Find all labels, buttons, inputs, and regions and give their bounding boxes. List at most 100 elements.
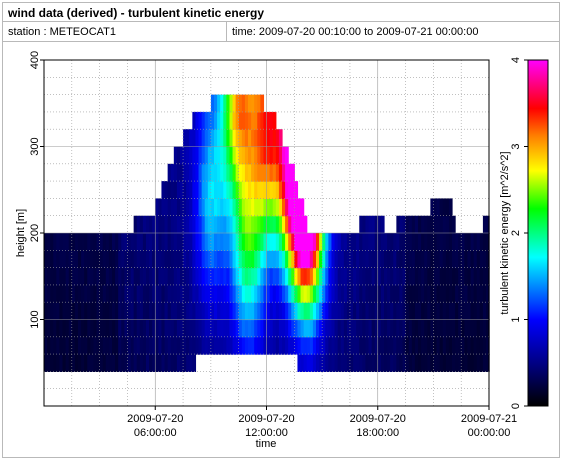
heatmap-cell (486, 215, 490, 234)
heatmap-cell (105, 233, 110, 251)
heatmap-cell (180, 181, 184, 199)
heatmap-cell (356, 250, 360, 269)
heatmap-cell (201, 129, 206, 148)
heatmap-cell (312, 284, 317, 303)
heatmap-cell (102, 336, 107, 355)
heatmap-cell (133, 354, 138, 372)
heatmap-cell (288, 284, 292, 303)
heatmap-cell (161, 354, 166, 372)
heatmap-cell (50, 302, 54, 321)
heatmap-cell (470, 302, 475, 321)
heatmap-cell (452, 354, 456, 372)
heatmap-cell (74, 319, 79, 338)
heatmap-cell (192, 233, 197, 251)
heatmap-cell (186, 250, 190, 269)
heatmap-cell (235, 215, 240, 234)
heatmap-cell (445, 336, 450, 355)
heatmap-cell (331, 267, 336, 286)
heatmap-cell (84, 267, 88, 286)
heatmap-cell (195, 302, 200, 321)
colorbar-tick-label: 4 (510, 57, 522, 63)
heatmap-cell (260, 215, 265, 234)
heatmap-cell (294, 284, 299, 303)
heatmap-cell (136, 354, 141, 372)
heatmap-cell (47, 354, 51, 372)
heatmap-cell (183, 284, 187, 303)
heatmap-cell (464, 250, 469, 269)
heatmap-cell (121, 354, 125, 372)
heatmap-cell (479, 302, 484, 321)
heatmap-cell (244, 94, 249, 113)
heatmap-cell (340, 233, 345, 251)
heatmap-cell (300, 319, 305, 338)
heatmap-cell (269, 319, 274, 338)
heatmap-cell (266, 146, 271, 165)
heatmap-cell (300, 215, 305, 234)
heatmap-cell (232, 181, 237, 199)
heatmap-cell (244, 215, 249, 234)
heatmap-cell (473, 302, 478, 321)
heatmap-cell (164, 319, 169, 338)
heatmap-cell (180, 250, 184, 269)
heatmap-cell (142, 215, 147, 234)
heatmap-cell (411, 284, 416, 303)
heatmap-cell (254, 302, 258, 321)
heatmap-cell (183, 129, 187, 148)
heatmap-cell (229, 181, 234, 199)
heatmap-cell (78, 302, 82, 321)
heatmap-cell (377, 233, 382, 251)
heatmap-cell (139, 215, 144, 234)
heatmap-cell (235, 111, 240, 130)
heatmap-cell (149, 215, 153, 234)
heatmap-cell (353, 302, 357, 321)
heatmap-cell (282, 284, 286, 303)
heatmap-cell (473, 250, 478, 269)
heatmap-cell (350, 319, 354, 338)
heatmap-cell (427, 354, 431, 372)
heatmap-cell (232, 94, 237, 113)
heatmap-cell (251, 319, 255, 338)
heatmap-cell (300, 267, 305, 286)
heatmap-cell (167, 198, 172, 217)
heatmap-cell (393, 233, 397, 251)
heatmap-cell (368, 267, 373, 286)
heatmap-cell (90, 233, 95, 251)
heatmap-cell (192, 284, 197, 303)
heatmap-cell (220, 94, 224, 113)
heatmap-cell (275, 198, 280, 217)
heatmap-cell (90, 250, 95, 269)
heatmap-cell (124, 250, 129, 269)
heatmap-cell (244, 198, 249, 217)
heatmap-cell (452, 250, 456, 269)
heatmap-cell (124, 284, 129, 303)
heatmap-cell (241, 111, 246, 130)
heatmap-cell (155, 302, 159, 321)
heatmap-cell (359, 250, 363, 269)
heatmap-cell (214, 250, 218, 269)
heatmap-cell (458, 302, 462, 321)
heatmap-cell (248, 250, 252, 269)
heatmap-cell (214, 319, 218, 338)
heatmap-cell (68, 267, 73, 286)
heatmap-cell (319, 319, 323, 338)
heatmap-cell (133, 336, 138, 355)
heatmap-cell (139, 336, 144, 355)
heatmap-cell (241, 181, 246, 199)
heatmap-cell (390, 302, 394, 321)
heatmap-cell (155, 267, 159, 286)
heatmap-cell (50, 250, 54, 269)
heatmap-cell (374, 319, 379, 338)
heatmap-cell (170, 250, 175, 269)
heatmap-cell (71, 284, 76, 303)
heatmap-cell (445, 354, 450, 372)
heatmap-cell (167, 336, 172, 355)
heatmap-cell (56, 319, 61, 338)
heatmap-cell (272, 111, 277, 130)
heatmap-cell (486, 354, 490, 372)
heatmap-cell (71, 250, 76, 269)
heatmap-cell (207, 215, 212, 234)
heatmap-cell (291, 163, 295, 182)
heatmap-cell (365, 215, 370, 234)
heatmap-cell (220, 267, 224, 286)
heatmap-cell (359, 354, 363, 372)
